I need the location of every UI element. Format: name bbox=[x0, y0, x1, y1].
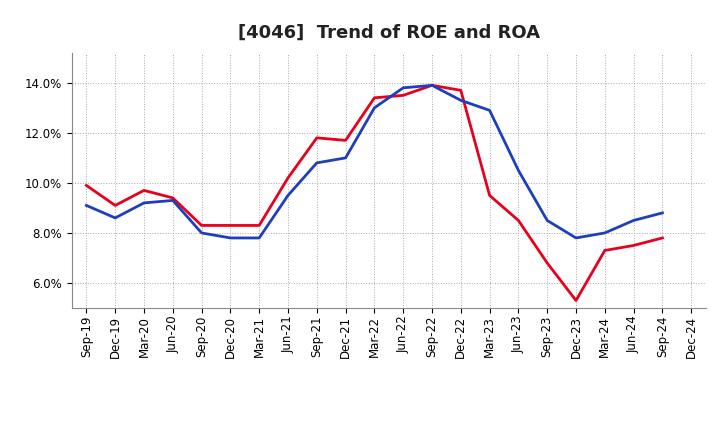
ROE bbox=[312, 135, 321, 140]
ROE bbox=[543, 260, 552, 266]
ROA bbox=[284, 193, 292, 198]
ROA bbox=[543, 218, 552, 223]
ROA bbox=[629, 218, 638, 223]
ROE bbox=[399, 93, 408, 98]
ROA bbox=[312, 160, 321, 165]
ROE bbox=[284, 175, 292, 180]
ROE bbox=[341, 138, 350, 143]
ROE bbox=[428, 83, 436, 88]
ROE bbox=[456, 88, 465, 93]
ROE bbox=[658, 235, 667, 241]
ROA bbox=[658, 210, 667, 216]
ROA bbox=[399, 85, 408, 91]
ROA bbox=[428, 83, 436, 88]
ROA bbox=[226, 235, 235, 241]
ROE bbox=[226, 223, 235, 228]
ROE bbox=[111, 203, 120, 208]
ROA bbox=[341, 155, 350, 161]
ROA bbox=[140, 200, 148, 205]
ROA bbox=[485, 108, 494, 113]
ROE bbox=[168, 195, 177, 201]
ROA bbox=[82, 203, 91, 208]
ROA bbox=[197, 230, 206, 235]
ROA bbox=[514, 168, 523, 173]
ROE bbox=[629, 243, 638, 248]
ROE bbox=[485, 193, 494, 198]
ROE bbox=[572, 298, 580, 303]
Line: ROE: ROE bbox=[86, 85, 662, 301]
ROA bbox=[168, 198, 177, 203]
ROE bbox=[514, 218, 523, 223]
ROA bbox=[255, 235, 264, 241]
ROE bbox=[82, 183, 91, 188]
ROA bbox=[572, 235, 580, 241]
Text: [4046]  Trend of ROE and ROA: [4046] Trend of ROE and ROA bbox=[238, 24, 540, 42]
ROA bbox=[456, 98, 465, 103]
ROE bbox=[255, 223, 264, 228]
ROA bbox=[370, 105, 379, 110]
ROE bbox=[197, 223, 206, 228]
Line: ROA: ROA bbox=[86, 85, 662, 238]
ROA bbox=[600, 230, 609, 235]
ROE bbox=[600, 248, 609, 253]
ROE bbox=[140, 188, 148, 193]
ROE bbox=[370, 95, 379, 100]
ROA bbox=[111, 215, 120, 220]
